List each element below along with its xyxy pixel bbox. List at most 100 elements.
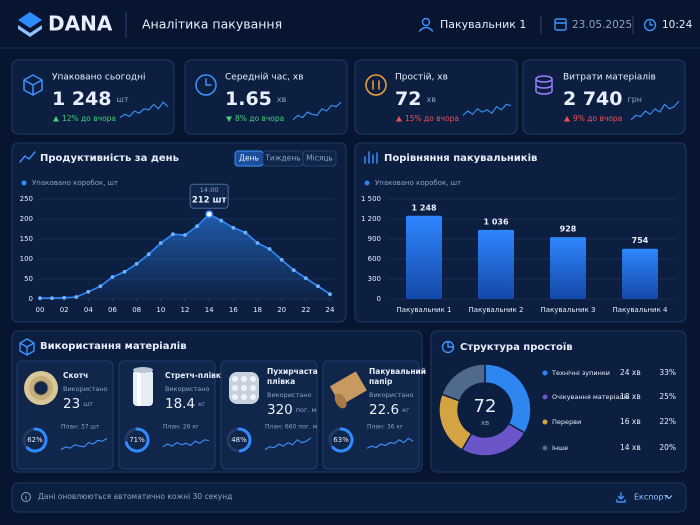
material-name: папір xyxy=(369,377,393,386)
used-value: 18.4 кг xyxy=(165,396,206,412)
x-tick-label: 04 xyxy=(84,306,93,314)
materials-panel xyxy=(11,330,423,473)
material-name: Пухирчаста xyxy=(267,367,318,376)
y-tick-label: 100 xyxy=(20,255,33,263)
point xyxy=(86,289,91,294)
clock-icon xyxy=(643,18,657,32)
export-button[interactable]: Експорт xyxy=(634,493,668,502)
y-tick-label: 900 xyxy=(368,235,381,243)
pause-bars xyxy=(372,80,380,90)
point xyxy=(122,269,127,274)
x-tick-label: Пакувальник 4 xyxy=(613,306,669,314)
bar xyxy=(550,237,586,299)
chevron[interactable] xyxy=(665,495,673,500)
sparkline xyxy=(162,439,210,448)
y-tick-label: 0 xyxy=(29,295,33,303)
paper-image xyxy=(334,393,347,409)
legend-dot xyxy=(21,180,27,186)
tab[interactable] xyxy=(302,150,337,167)
kpi-label: Середній час, хв xyxy=(225,73,304,83)
kpi-card xyxy=(354,59,518,135)
kpi-unit: хв xyxy=(277,95,287,104)
tab-label[interactable]: Тиждень xyxy=(264,154,300,163)
tooltip xyxy=(189,183,229,209)
point xyxy=(74,295,79,299)
y-tick-label: 200 xyxy=(20,215,33,223)
point xyxy=(243,230,248,235)
x-tick-label: 12 xyxy=(181,306,190,314)
legend-value: 24 хв xyxy=(620,368,641,377)
export-icon[interactable] xyxy=(616,492,626,503)
used-label: Використано xyxy=(369,391,414,399)
kpi-icon xyxy=(535,75,553,95)
sparkline xyxy=(366,437,414,449)
x-tick-label: 00 xyxy=(36,306,45,314)
legend-percent: 22% xyxy=(659,417,676,426)
progress-label: 71% xyxy=(129,436,145,444)
sparkline xyxy=(630,100,680,121)
used-number: 18.4 xyxy=(165,396,195,412)
legend-percent: 20% xyxy=(659,443,676,452)
used-unit: пог. м xyxy=(296,406,317,414)
logo: DANA xyxy=(48,12,113,36)
kpi-value: 72 хв xyxy=(395,88,436,110)
used-label: Використано xyxy=(165,385,210,393)
progress-label: 63% xyxy=(333,436,349,444)
date: 23.05.2025 xyxy=(572,19,632,31)
bar xyxy=(622,248,658,299)
used-unit: шт xyxy=(83,400,93,408)
x-tick-label: 16 xyxy=(229,306,238,314)
legend-value: 14 хв xyxy=(620,443,641,452)
user-name[interactable]: Пакувальник 1 xyxy=(440,18,526,31)
bubble-image xyxy=(241,376,247,382)
logo-icon xyxy=(18,12,42,28)
change-arrow xyxy=(396,116,402,122)
kpi-value: 1.65 хв xyxy=(225,88,287,110)
progress-label: 48% xyxy=(231,436,247,444)
kpi-card xyxy=(184,59,348,135)
point xyxy=(134,261,139,266)
legend-label: Упаковано коробок, шт xyxy=(32,179,118,187)
x-tick-label: Пакувальник 1 xyxy=(397,306,452,314)
panel-title: Продуктивність за день xyxy=(40,153,179,164)
tab-label[interactable]: Місяць xyxy=(306,154,333,163)
line-icon xyxy=(19,151,36,163)
change-value: 9% до вчора xyxy=(573,114,622,123)
bar xyxy=(406,215,442,299)
footer xyxy=(11,482,687,513)
legend-label: Перерви xyxy=(552,418,581,426)
x-tick-label: Пакувальник 3 xyxy=(541,306,596,314)
kpi-value: 1 248 шт xyxy=(52,88,129,110)
point xyxy=(62,295,67,300)
kpi-number: 1 248 xyxy=(52,88,112,110)
clock-hand xyxy=(205,78,212,86)
change-value: 15% до вчора xyxy=(405,114,459,123)
tab-label[interactable]: День xyxy=(239,154,259,163)
tooltip-label: 212 шт xyxy=(192,196,227,206)
plan-label: План: 660 пог. м xyxy=(265,424,317,431)
point xyxy=(267,247,272,251)
user-icon xyxy=(418,17,434,32)
bubble-image xyxy=(241,394,247,400)
point xyxy=(110,275,115,279)
page-title: Аналітика пакування xyxy=(142,17,282,32)
point xyxy=(219,218,224,223)
x-tick-label: 06 xyxy=(108,306,117,314)
x-tick-label: 20 xyxy=(277,306,286,314)
point xyxy=(316,284,320,289)
bar-value-label: 928 xyxy=(560,225,577,234)
kpi-icon xyxy=(23,74,43,96)
change-value: 8% до вчора xyxy=(235,114,284,123)
x-tick-label: 02 xyxy=(60,306,69,314)
tape-image xyxy=(33,380,49,396)
point xyxy=(255,241,260,245)
legend-label: Технічні зупинки xyxy=(551,369,610,377)
legend-label: Упаковано коробок, шт xyxy=(375,179,461,187)
x-tick-label: 22 xyxy=(301,306,310,314)
change-arrow xyxy=(564,116,570,122)
panel-title: Порівняння пакувальників xyxy=(384,153,537,164)
used-value: 23 шт xyxy=(63,396,93,412)
point xyxy=(328,292,332,297)
y-tick-label: 1 500 xyxy=(361,195,381,203)
used-unit: кг xyxy=(198,400,206,408)
